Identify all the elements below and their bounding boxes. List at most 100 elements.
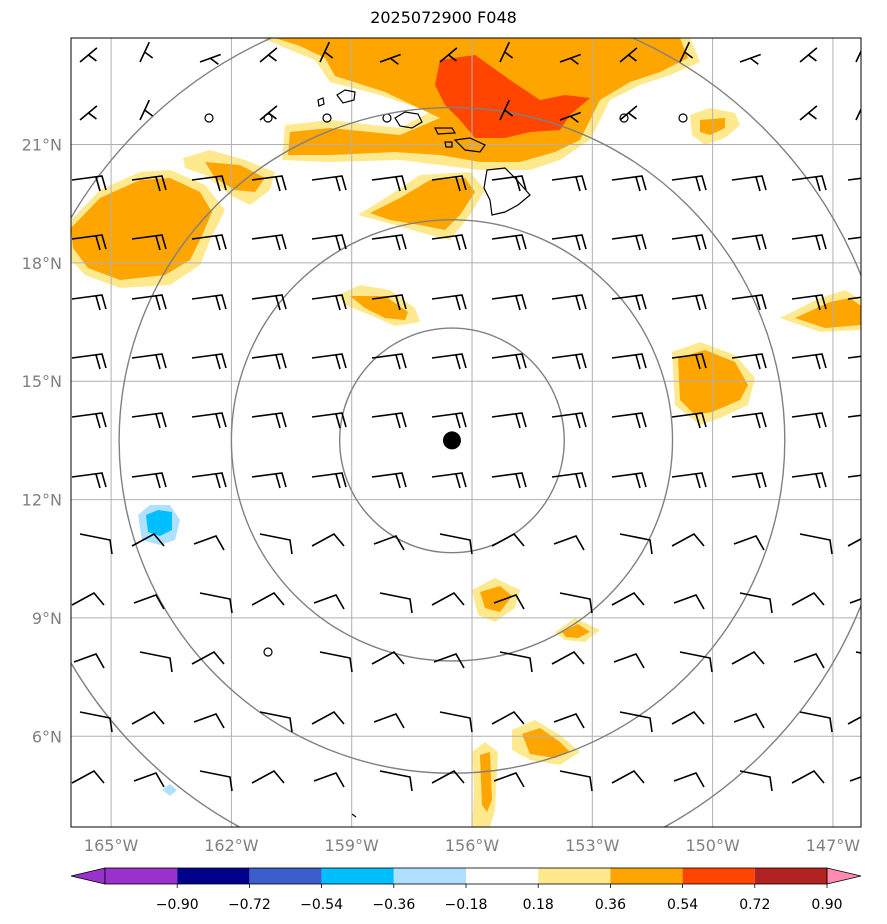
wind-barb-shape [311, 532, 345, 547]
wind-barb-shape [371, 294, 407, 311]
wind-barb-shape [493, 594, 525, 610]
wind-barb [733, 535, 765, 551]
wind-barb-shape [611, 353, 647, 370]
wind-barb-shape [671, 234, 707, 251]
wind-barb [379, 53, 401, 65]
wind-barb [311, 472, 347, 489]
wind-barb [133, 772, 165, 788]
wind-barb [191, 353, 227, 370]
wind-barb-shape [191, 234, 227, 251]
wind-barb [671, 710, 705, 725]
wind-barb [371, 472, 407, 489]
wind-barb [311, 353, 347, 370]
wind-barb [491, 412, 527, 429]
wind-barb [559, 592, 593, 614]
wind-barb-shape [499, 99, 514, 121]
wind-barb [551, 175, 587, 192]
wind-barb-shape [559, 770, 593, 792]
wind-barb [191, 234, 227, 251]
wind-barb [431, 769, 465, 784]
range-ring-1 [230, 219, 674, 662]
wind-barb-shape [847, 474, 861, 478]
wind-barb [799, 533, 833, 555]
wind-barb-shape [731, 294, 767, 311]
wind-barb-shape [611, 472, 647, 489]
wind-barb [491, 472, 527, 489]
wind-barb-shape [731, 234, 767, 251]
lat-tick-label: 12°N [22, 491, 62, 510]
wind-barb [373, 713, 405, 729]
wind-barb-shape [319, 41, 334, 63]
wind-barb [311, 294, 347, 311]
wind-barb [791, 412, 827, 429]
wind-barb-shape [849, 776, 861, 782]
wind-barb-shape [431, 294, 467, 311]
wind-barb-shape [791, 412, 827, 429]
wind-barb [311, 234, 347, 251]
wind-barb-shape [791, 234, 827, 251]
range-ring-0 [338, 327, 565, 554]
wind-barb-shape [131, 294, 167, 311]
island-dot-3 [322, 113, 332, 123]
wind-barb-shape [431, 769, 465, 784]
wind-barb [855, 107, 861, 121]
wind-barb [131, 294, 167, 311]
wind-barb-shape [491, 294, 527, 311]
wind-barb [611, 175, 647, 192]
wind-barb-shape [131, 710, 165, 725]
lat-tick-label: 9°N [32, 609, 62, 628]
lon-tick-label: 150°W [685, 836, 740, 855]
wind-barb-shape [251, 175, 287, 192]
field-17n-orange [350, 296, 408, 320]
wind-barb-shape [73, 653, 105, 669]
wind-barb-shape [311, 175, 347, 192]
wind-barb-shape [79, 711, 113, 733]
wind-barb-shape [311, 294, 347, 311]
wind-barb-shape [731, 175, 767, 192]
wind-barb [73, 653, 105, 669]
wind-barb-shape [671, 472, 707, 489]
wind-barb [499, 651, 533, 673]
wind-barb [847, 296, 861, 300]
wind-barb [313, 772, 345, 788]
wind-barb [551, 412, 587, 429]
wind-barb [193, 713, 225, 729]
wind-barb-shape [131, 472, 167, 489]
wind-barb [847, 414, 861, 418]
wind-barb-shape [71, 234, 107, 251]
wind-barb-shape [611, 412, 647, 429]
wind-barb-shape [71, 175, 107, 192]
wind-barb [251, 175, 287, 192]
colorbar-label: −0.18 [445, 897, 488, 913]
wind-barb [671, 472, 707, 489]
wind-barb-shape [311, 710, 345, 725]
wind-barb-shape [731, 472, 767, 489]
wind-barb-shape [139, 41, 154, 63]
wind-barb [311, 175, 347, 192]
wind-barb [491, 532, 525, 547]
wind-barb [491, 175, 527, 192]
wind-barb-shape [671, 710, 705, 725]
wind-barb [847, 177, 861, 181]
wind-barb [311, 710, 345, 725]
wind-barb [251, 591, 285, 606]
wind-barb-shape [731, 353, 767, 370]
wind-barb-shape [611, 175, 647, 192]
wind-barb [671, 175, 707, 192]
wind-barb-shape [131, 353, 167, 370]
island-dot-7 [263, 647, 273, 657]
wind-barb [849, 776, 861, 782]
map-title: 2025072900 F048 [370, 8, 517, 27]
wind-barb [131, 532, 165, 547]
wind-barb-shape [79, 533, 113, 555]
lon-tick-label: 153°W [565, 836, 620, 855]
wind-barb-shape [371, 353, 407, 370]
wind-barb-shape [259, 711, 293, 733]
wind-barb-shape [791, 175, 827, 192]
wind-barb [731, 294, 767, 311]
wind-barb-shape [199, 592, 233, 614]
wind-barb [371, 650, 405, 665]
wind-barb [799, 47, 818, 63]
wind-barb-shape [439, 47, 458, 63]
wind-barb-shape [799, 533, 833, 555]
